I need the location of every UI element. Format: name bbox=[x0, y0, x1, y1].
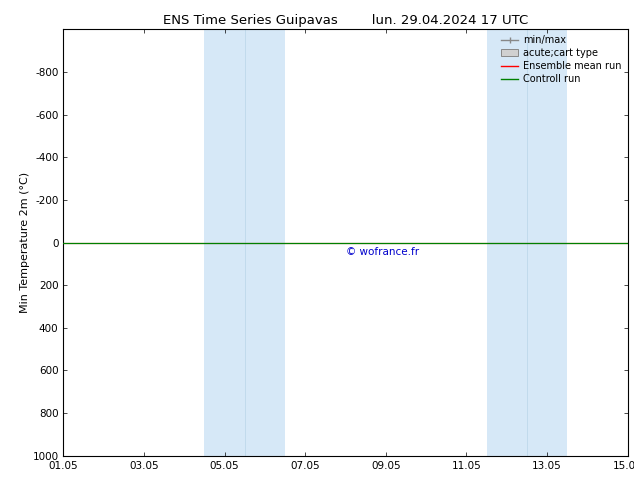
Y-axis label: Min Temperature 2m (°C): Min Temperature 2m (°C) bbox=[20, 172, 30, 313]
Title: ENS Time Series Guipavas        lun. 29.04.2024 17 UTC: ENS Time Series Guipavas lun. 29.04.2024… bbox=[163, 14, 528, 27]
Bar bbox=[487, 29, 567, 456]
Text: © wofrance.fr: © wofrance.fr bbox=[346, 247, 418, 257]
Legend: min/max, acute;cart type, Ensemble mean run, Controll run: min/max, acute;cart type, Ensemble mean … bbox=[497, 31, 626, 88]
Bar bbox=[204, 29, 285, 456]
